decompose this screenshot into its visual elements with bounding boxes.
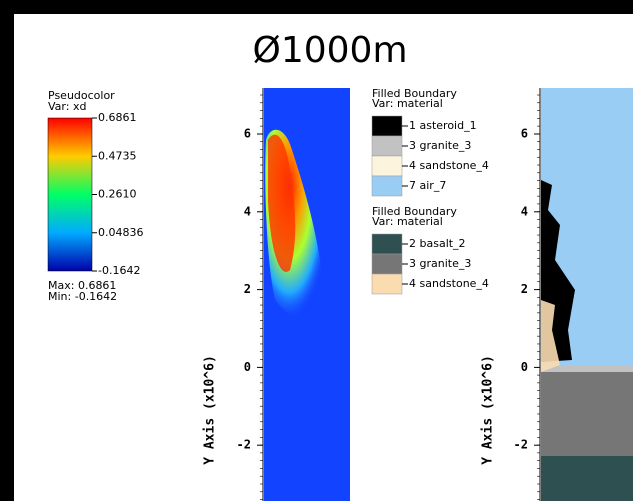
basalt [541, 456, 633, 501]
legend-swatch [372, 116, 402, 136]
legend-swatch [372, 234, 402, 254]
colorbar [48, 118, 92, 271]
y-tick-label: 4 [521, 204, 528, 218]
y-axis-label: Y Axis (x10^6) [203, 355, 218, 465]
y-tick-label: 0 [521, 360, 528, 374]
legend-var: Var: material [372, 215, 443, 228]
legend-swatch [372, 254, 402, 274]
legend-label: 1 asteroid_1 [409, 119, 477, 132]
legend-label: 4 sandstone_4 [409, 159, 489, 172]
colorbar-label: 0.4735 [98, 149, 137, 162]
legend-label: 2 basalt_2 [409, 237, 466, 250]
legend-label: 7 air_7 [409, 179, 446, 192]
legend-swatch [372, 136, 402, 156]
legend-label: 3 granite_3 [409, 139, 471, 152]
legend-min: Min: -0.1642 [48, 290, 117, 303]
granite [541, 372, 633, 456]
y-tick-label: 2 [244, 282, 251, 296]
legend-swatch [372, 156, 402, 176]
y-tick-label: 6 [521, 127, 528, 141]
title: Ø1000m [252, 30, 407, 71]
legend-var: Var: xd [48, 100, 86, 113]
legend-var: Var: material [372, 97, 443, 110]
colorbar-label: 0.04836 [98, 226, 144, 239]
colorbar-label: -0.1642 [98, 264, 140, 277]
y-tick-label: 6 [244, 127, 251, 141]
colorbar-label: 0.2610 [98, 188, 137, 201]
y-tick-label: 4 [244, 204, 251, 218]
legend-swatch [372, 274, 402, 294]
legend-label: 4 sandstone_4 [409, 277, 489, 290]
y-tick-label: -2 [237, 438, 251, 452]
legend-label: 3 granite_3 [409, 257, 471, 270]
legend-swatch [372, 176, 402, 196]
y-tick-label: 0 [244, 360, 251, 374]
screen: Ø1000m Pseudocolor Var: xd Max: 0.6861 M… [0, 0, 633, 501]
y-axis-label: Y Axis (x10^6) [481, 355, 496, 465]
y-tick-label: -2 [514, 438, 528, 452]
y-tick-label: 2 [521, 282, 528, 296]
colorbar-label: 0.6861 [98, 111, 137, 124]
